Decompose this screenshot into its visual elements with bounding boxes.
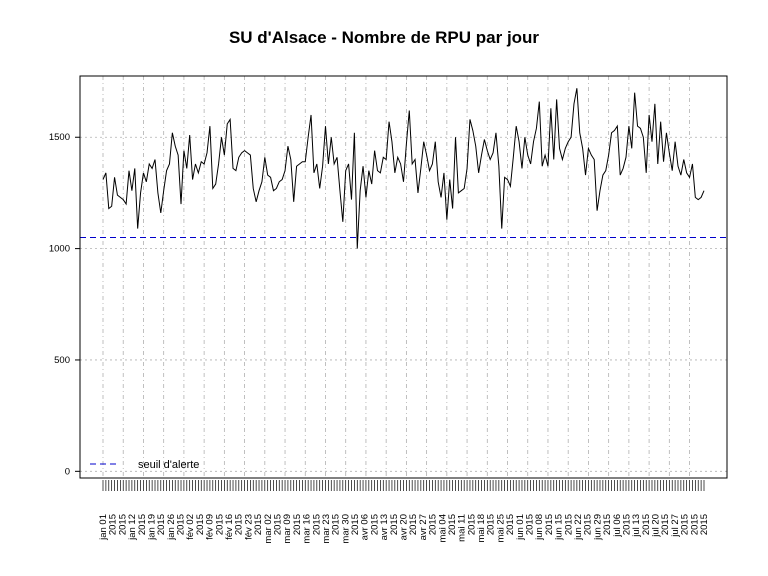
x-tick-label: 2015 xyxy=(525,514,536,535)
x-tick-label: mar 30 xyxy=(340,514,351,544)
x-tick-label: 2015 xyxy=(273,514,284,535)
x-tick-label: 2015 xyxy=(447,514,458,535)
x-tick-label: avr 27 xyxy=(418,514,429,540)
x-tick-label: 2015 xyxy=(641,514,652,535)
legend-label: seuil d'alerte xyxy=(138,459,199,471)
x-tick-label: mar 02 xyxy=(263,514,274,544)
x-tick-label: 2015 xyxy=(176,514,187,535)
x-tick-label: jan 01 xyxy=(98,514,109,541)
x-tick-label: jan 19 xyxy=(147,514,158,541)
x-tick-label: mai 18 xyxy=(476,514,487,543)
chart-title: SU d'Alsace - Nombre de RPU par jour xyxy=(228,28,540,47)
y-tick-label: 1500 xyxy=(49,132,70,143)
x-tick-label: 2015 xyxy=(602,514,613,535)
x-tick-label: fév 16 xyxy=(224,514,235,540)
x-tick-label: jun 22 xyxy=(573,514,584,541)
x-tick-label: jun 01 xyxy=(515,514,526,541)
x-tick-label: jul 27 xyxy=(670,514,681,538)
x-tick-label: avr 06 xyxy=(360,514,371,540)
x-tick-label: fév 09 xyxy=(205,514,216,540)
x-tick-label: mar 09 xyxy=(282,514,293,544)
x-tick-label: fév 02 xyxy=(185,514,196,540)
x-tick-label: mar 16 xyxy=(302,514,313,544)
x-tick-label: mai 11 xyxy=(457,514,468,542)
x-tick-label: 2015 xyxy=(137,514,148,535)
x-tick-label: 2015 xyxy=(195,514,206,535)
plot-frame xyxy=(79,75,728,479)
y-tick-label: 1000 xyxy=(49,244,70,255)
x-tick-label: 2015 xyxy=(466,514,477,535)
x-tick-label: 2015 xyxy=(156,514,167,535)
x-tick-label: 2015 xyxy=(699,514,710,535)
x-tick-label: 2015 xyxy=(622,514,633,535)
x-tick-label: 2015 xyxy=(369,514,380,535)
x-tick-label: 2015 xyxy=(408,514,419,535)
x-tick-label: 2015 xyxy=(583,514,594,535)
x-tick-label: 2015 xyxy=(505,514,516,535)
x-tick-label: jan 26 xyxy=(166,514,177,541)
x-tick-label: 2015 xyxy=(680,514,691,535)
x-tick-label: 2015 xyxy=(544,514,555,535)
x-tick-label: fév 23 xyxy=(243,514,254,540)
x-tick-label: 2015 xyxy=(563,514,574,535)
x-tick-label: 2015 xyxy=(428,514,439,535)
x-tick-label: jun 15 xyxy=(554,514,565,541)
y-tick-label: 500 xyxy=(54,355,70,366)
x-tick-label: avr 13 xyxy=(379,514,390,540)
x-tick-label: 2015 xyxy=(350,514,361,535)
x-tick-label: jul 20 xyxy=(651,514,662,538)
x-tick-label: avr 20 xyxy=(399,514,410,540)
x-tick-label: 2015 xyxy=(117,514,128,535)
x-tick-label: 2015 xyxy=(331,514,342,535)
x-tick-label: 2015 xyxy=(253,514,264,535)
x-tick-label: 2015 xyxy=(234,514,245,535)
x-tick-label: jan 12 xyxy=(127,514,138,541)
x-tick-label: jul 13 xyxy=(631,514,642,538)
x-tick-label: 2015 xyxy=(214,514,225,535)
x-tick-label: 2015 xyxy=(689,514,700,535)
x-tick-label: jun 29 xyxy=(592,514,603,541)
x-tick-label: mai 25 xyxy=(495,514,506,543)
x-tick-label: 2015 xyxy=(311,514,322,535)
x-tick-label: 2015 xyxy=(292,514,303,535)
x-tick-label: 2015 xyxy=(660,514,671,535)
x-tick-label: 2015 xyxy=(486,514,497,535)
x-tick-label: mar 23 xyxy=(321,514,332,544)
x-tick-label: jul 06 xyxy=(612,514,623,538)
x-tick-label: 2015 xyxy=(108,514,119,535)
x-tick-label: mai 04 xyxy=(437,514,448,543)
x-tick-label: jun 08 xyxy=(534,514,545,541)
series-line xyxy=(102,88,705,249)
x-tick-label: 2015 xyxy=(389,514,400,535)
y-tick-label: 0 xyxy=(65,466,70,477)
